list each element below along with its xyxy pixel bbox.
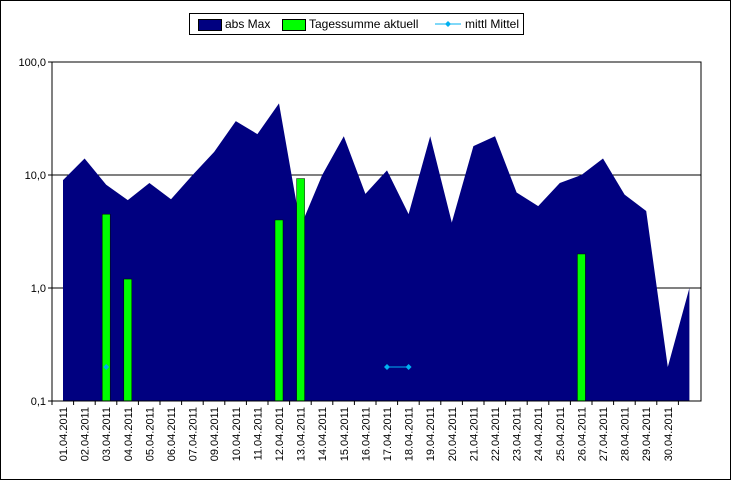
legend-swatch-abs-max [198,19,222,31]
bar-tagessumme-aktuell [101,213,111,402]
legend-item-mittl-mittel: mittl Mittel [432,14,524,34]
legend-item-abs-max: abs Max [194,14,282,34]
x-tick-labels: 01.04.2011 02.04.2011 03.04.2011 04.04.2011… [58,407,675,461]
bar-series [101,178,586,402]
y-tick-label: 1,0 [31,283,46,295]
legend: abs Max Tagessumme aktuell mittl Mittel [189,13,524,35]
bar-tagessumme-aktuell [274,219,284,402]
x-tick-label: 06.04.2011 [166,407,178,461]
x-tick-label: 26.04.2011 [576,407,588,461]
y-tick-label: 10,0 [25,170,46,182]
legend-label-abs-max: abs Max [225,17,271,31]
x-tick-label: 14.04.2011 [317,407,329,461]
axes [48,61,701,405]
x-tick-label: 11.04.2011 [252,407,264,460]
legend-swatch-tagessumme [282,19,306,31]
x-tick-label: 10.04.2011 [231,407,243,461]
x-tick-label: 20.04.2011 [447,407,459,461]
x-tick-label: 22.04.2011 [490,407,502,461]
x-tick-label: 21.04.2011 [468,407,480,461]
x-tick-label: 19.04.2011 [425,407,437,461]
y-tick-label: 0,1 [31,396,46,408]
x-tick-label: 13.04.2011 [296,407,308,461]
x-tick-label: 17.04.2011 [382,407,394,461]
area-series [63,103,690,402]
x-tick-label: 24.04.2011 [533,407,545,461]
legend-label-tagessumme: Tagessumme aktuell [309,17,419,31]
x-tick-label: 01.04.2011 [58,407,70,461]
y-tick-labels: 0,1 1,0 10,0 100,0 [18,57,46,408]
line-series [103,363,412,370]
bar-tagessumme-aktuell [123,278,133,402]
x-tick-label: 25.04.2011 [555,407,567,461]
x-tick-label: 02.04.2011 [80,407,92,461]
x-tick-label: 16.04.2011 [360,407,372,461]
x-tick-label: 18.04.2011 [404,407,416,461]
x-tick-label: 28.04.2011 [620,407,632,461]
legend-label-mittl-mittel: mittl Mittel [465,17,519,31]
point-mittl-mittel [103,363,110,370]
x-tick-label: 07.04.2011 [188,407,200,461]
x-tick-label: 27.04.2011 [598,407,610,461]
point-mittl-mittel [405,363,412,370]
point-mittl-mittel [384,363,390,370]
x-tick-label: 29.04.2011 [641,407,653,461]
y-tick-label: 100,0 [18,57,46,69]
x-tick-label: 04.04.2011 [123,407,135,461]
x-tick-label: 03.04.2011 [101,407,113,461]
x-tick-label: 09.04.2011 [209,407,221,461]
x-tick-label: 23.04.2011 [512,407,524,461]
series-abs-max-area [63,103,690,402]
legend-item-tagessumme: Tagessumme aktuell [278,14,428,34]
x-tick-label: 05.04.2011 [144,407,156,461]
bar-tagessumme-aktuell [577,253,586,402]
x-tick-label: 30.04.2011 [663,407,675,461]
bar-tagessumme-aktuell [296,178,305,402]
x-tick-label: 12.04.2011 [274,407,286,461]
x-tick-label: 15.04.2011 [339,407,351,461]
legend-swatch-mittl-mittel [435,21,461,27]
